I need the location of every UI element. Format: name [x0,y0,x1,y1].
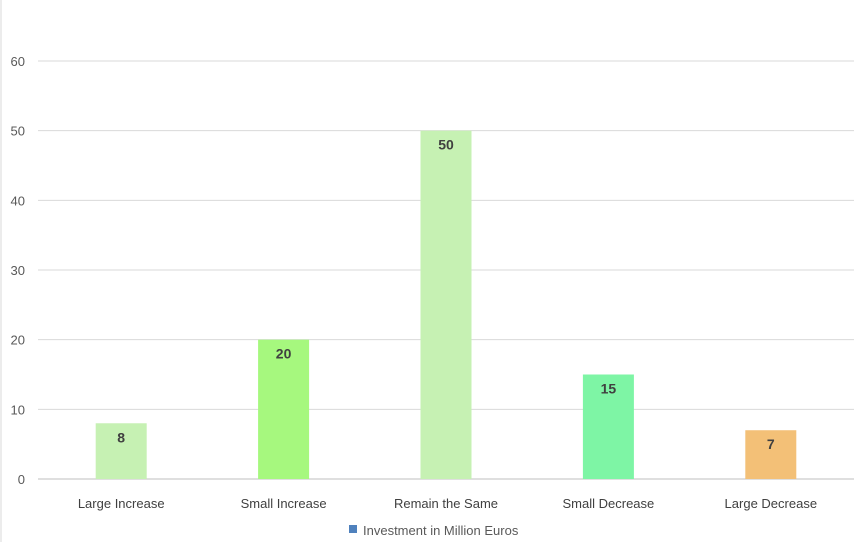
data-label: 8 [117,429,125,445]
data-label: 7 [767,436,775,452]
y-tick-label: 20 [11,333,25,348]
y-tick-label: 40 [11,193,25,208]
y-tick-label: 60 [11,54,25,69]
bar [420,130,472,479]
y-tick-label: 0 [18,472,25,487]
bar [258,339,310,479]
bar [745,430,797,479]
legend-swatch [349,525,357,533]
y-tick-label: 50 [11,124,25,139]
bars [95,130,797,479]
bar [95,423,147,479]
legend-label: Investment in Million Euros [363,523,519,538]
bar [582,374,634,479]
data-labels: 8 20 50 15 7 [117,137,775,453]
y-tick-label: 10 [11,402,25,417]
category-label: Remain the Same [394,496,498,511]
category-label: Large Decrease [725,496,818,511]
category-label: Large Increase [78,496,165,511]
y-axis-ticks: 0 10 20 30 40 50 60 [11,54,25,487]
data-label: 20 [276,346,292,362]
y-tick-label: 30 [11,263,25,278]
category-label: Small Decrease [563,496,655,511]
data-label: 15 [601,381,617,397]
data-label: 50 [438,137,454,153]
x-axis-categories: Large Increase Small Increase Remain the S… [78,496,817,511]
category-label: Small Increase [241,496,327,511]
legend: Investment in Million Euros [349,523,519,538]
